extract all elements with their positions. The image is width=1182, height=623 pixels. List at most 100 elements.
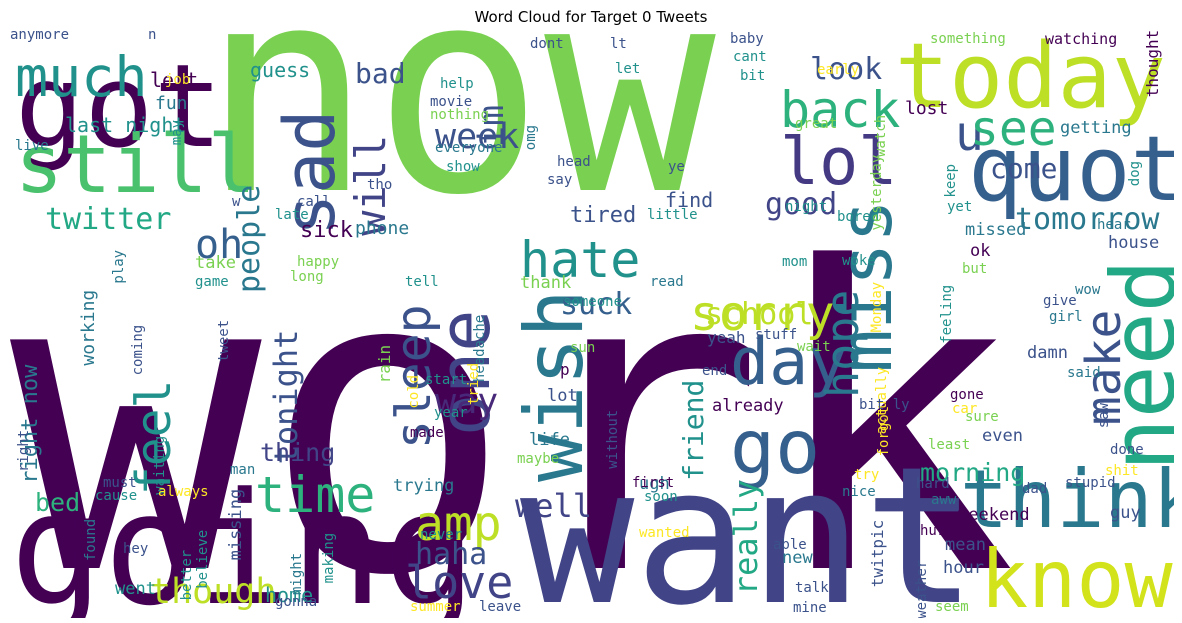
cloud-word: yesterday bbox=[869, 154, 885, 231]
cloud-word: able bbox=[773, 537, 807, 553]
cloud-word: leave bbox=[479, 599, 522, 615]
cloud-word: great bbox=[795, 116, 838, 132]
cloud-word: wait bbox=[797, 339, 831, 355]
cloud-word: man bbox=[230, 462, 256, 478]
cloud-word: time bbox=[255, 466, 376, 524]
cloud-word: take bbox=[195, 253, 236, 273]
cloud-word: hurt bbox=[920, 523, 954, 539]
cloud-word: believe bbox=[195, 529, 211, 589]
cloud-word: go bbox=[730, 403, 821, 491]
cloud-word: nothing bbox=[430, 107, 490, 123]
cloud-word: life bbox=[529, 430, 570, 450]
cloud-word: soon bbox=[644, 489, 678, 505]
cloud-word: bit bbox=[740, 68, 766, 84]
cloud-word: tired bbox=[570, 203, 637, 228]
cloud-word: forgot bbox=[876, 405, 892, 457]
word-cloud: work now want going got today quot still go wish t… bbox=[10, 30, 1174, 618]
cloud-word: mean bbox=[945, 535, 986, 555]
cloud-word: thing bbox=[260, 438, 336, 467]
cloud-word: guess bbox=[250, 58, 311, 82]
cloud-word: without bbox=[605, 409, 621, 469]
cloud-word: back bbox=[780, 81, 901, 139]
cloud-word: lt bbox=[610, 36, 627, 52]
cloud-word: ok bbox=[970, 241, 991, 261]
cloud-word: gone bbox=[950, 387, 984, 403]
cloud-word: done bbox=[1110, 442, 1144, 458]
cloud-word: home bbox=[265, 583, 314, 607]
cloud-word: u bbox=[955, 106, 984, 162]
cloud-word: shit bbox=[1105, 463, 1139, 479]
cloud-word: cant bbox=[733, 49, 767, 65]
cloud-word: ye bbox=[668, 159, 685, 175]
cloud-word: went bbox=[115, 579, 156, 599]
cloud-word: talk bbox=[795, 580, 829, 596]
cloud-word: game bbox=[195, 274, 229, 290]
cloud-word: better bbox=[179, 549, 195, 601]
cloud-word: come bbox=[990, 152, 1058, 185]
cloud-word: know bbox=[980, 533, 1173, 619]
cloud-word: say bbox=[547, 172, 573, 188]
cloud-word: nice bbox=[842, 484, 876, 500]
cloud-word: lol bbox=[780, 125, 898, 200]
cloud-word: head bbox=[557, 154, 591, 170]
cloud-word: end bbox=[702, 363, 728, 379]
cloud-word: something bbox=[930, 31, 1006, 47]
cloud-word: much bbox=[15, 45, 148, 109]
cloud-word: yet bbox=[947, 199, 973, 215]
cloud-word: now bbox=[201, 30, 716, 258]
cloud-word: keep bbox=[943, 163, 959, 198]
cloud-word: happy bbox=[297, 254, 340, 270]
cloud-word: amp bbox=[415, 496, 502, 552]
cloud-word: twitpic bbox=[868, 519, 887, 588]
cloud-word: long bbox=[290, 269, 324, 285]
cloud-word: mom bbox=[782, 254, 808, 270]
cloud-word: gonna bbox=[275, 594, 318, 610]
cloud-word: bad bbox=[355, 57, 406, 90]
cloud-word: made bbox=[410, 425, 444, 441]
cloud-word: live bbox=[15, 138, 49, 154]
cloud-word: week bbox=[435, 117, 520, 157]
cloud-word: coming bbox=[130, 324, 146, 376]
cloud-word: suck bbox=[560, 287, 633, 322]
cloud-word: may bbox=[169, 119, 185, 146]
cloud-word: everyone bbox=[435, 140, 503, 156]
cloud-word: but bbox=[962, 261, 988, 277]
cloud-word: w bbox=[232, 194, 241, 210]
cloud-word: omg bbox=[523, 124, 539, 151]
cloud-word: hate bbox=[520, 231, 641, 289]
cloud-word: morning bbox=[920, 458, 1026, 487]
cloud-word: weather bbox=[914, 559, 930, 618]
cloud-word: dad bbox=[1022, 481, 1048, 497]
cloud-word: school bbox=[705, 297, 814, 332]
cloud-word: lost bbox=[905, 98, 949, 119]
cloud-word: least bbox=[928, 437, 971, 453]
cloud-word: might bbox=[289, 552, 305, 595]
cloud-word: ugh bbox=[639, 474, 670, 494]
cloud-word: yeah bbox=[707, 328, 746, 347]
cloud-word: watch bbox=[873, 114, 889, 157]
cloud-word: read bbox=[650, 274, 684, 290]
cloud-word: show bbox=[446, 159, 480, 175]
cloud-word: see bbox=[970, 101, 1057, 157]
cloud-word: tho bbox=[367, 177, 393, 193]
cloud-word: hard bbox=[916, 476, 950, 492]
cloud-word: damn bbox=[1027, 343, 1068, 363]
cloud-word: already bbox=[712, 396, 784, 416]
cloud-word: sick bbox=[300, 218, 353, 243]
cloud-word: bored bbox=[837, 209, 880, 225]
cloud-word: saw bbox=[1096, 402, 1112, 429]
cloud-word: start bbox=[425, 372, 468, 388]
cloud-word: sun bbox=[570, 340, 596, 356]
cloud-word: twitter bbox=[45, 202, 172, 237]
cloud-word: sure bbox=[965, 409, 999, 425]
cloud-word: oh bbox=[195, 222, 244, 268]
cloud-word: day bbox=[730, 325, 848, 400]
cloud-word: stupid bbox=[1065, 475, 1116, 491]
cloud-word: watching bbox=[1045, 30, 1118, 48]
cloud-word: let bbox=[615, 61, 641, 77]
cloud-word: bit ly bbox=[859, 397, 910, 413]
cloud-word: late bbox=[275, 207, 309, 223]
cloud-word: anymore bbox=[10, 30, 70, 43]
cloud-word: stuff bbox=[755, 327, 798, 343]
